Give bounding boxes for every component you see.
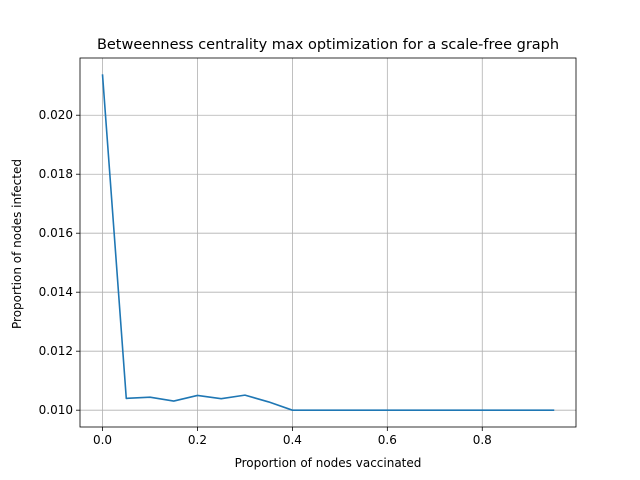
x-tick-label: 0.8 — [473, 433, 492, 447]
x-tick-label: 0.4 — [283, 433, 302, 447]
data-series — [101, 74, 555, 411]
y-tick-label: 0.010 — [39, 403, 73, 417]
series-line — [101, 74, 555, 411]
plot-frame — [79, 57, 577, 428]
chart-title: Betweenness centrality max optimization … — [97, 37, 559, 53]
y-axis-ticks: 0.010 0.012 0.014 0.016 0.018 0.020 — [39, 108, 80, 417]
x-tick-label: 0.0 — [93, 433, 112, 447]
x-axis-label: Proportion of nodes vaccinated — [235, 456, 422, 470]
x-axis-ticks: 0.0 0.2 0.4 0.6 0.8 — [93, 427, 492, 447]
y-tick-label: 0.012 — [39, 344, 73, 358]
y-tick-label: 0.020 — [39, 108, 73, 122]
x-tick-label: 0.2 — [188, 433, 207, 447]
x-tick-label: 0.6 — [378, 433, 397, 447]
y-axis-label: Proportion of nodes infected — [10, 159, 24, 329]
y-tick-label: 0.014 — [39, 285, 73, 299]
y-tick-label: 0.018 — [39, 167, 73, 181]
y-tick-label: 0.016 — [39, 226, 73, 240]
